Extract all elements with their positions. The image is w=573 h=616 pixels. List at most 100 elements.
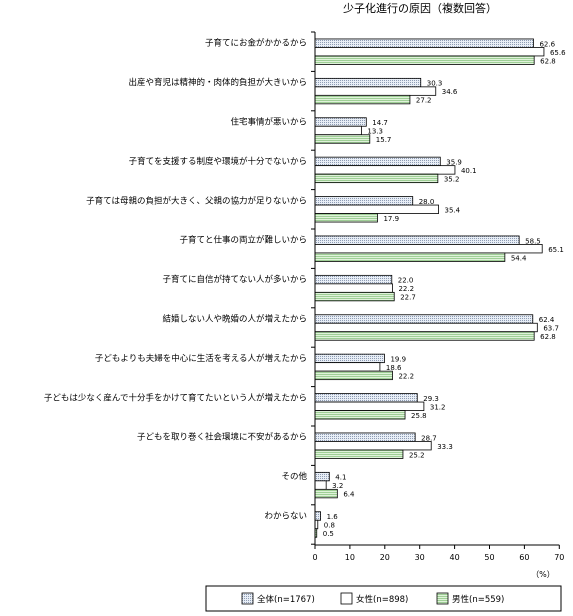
legend-label-total: 全体(n=1767) xyxy=(257,594,315,605)
category-label: 出産や育児は精神的・肉体的負担が大きいから xyxy=(128,77,307,88)
bar-female xyxy=(314,401,425,411)
value-label-male: 27.2 xyxy=(416,97,432,105)
legend-swatch-male xyxy=(436,592,449,605)
value-label-total: 19.9 xyxy=(390,355,406,363)
legend-label-female: 女性(n=898) xyxy=(356,594,408,605)
category-label: 結婚しない人や晩婚の人が増えたから xyxy=(162,314,307,325)
bar-total xyxy=(314,117,367,127)
bar-total xyxy=(314,38,534,48)
x-tick-label: 0 xyxy=(312,553,317,562)
value-label-female: 34.6 xyxy=(442,88,458,96)
value-label-female: 13.3 xyxy=(367,128,383,136)
category-label: 子育ては母親の負担が大きく、父親の協力が足りないから xyxy=(86,195,307,206)
bar-male xyxy=(314,173,439,184)
bar-total xyxy=(314,353,385,364)
bar-male xyxy=(314,410,406,420)
value-label-female: 18.6 xyxy=(386,364,402,372)
value-label-male: 6.4 xyxy=(343,491,355,499)
value-label-total: 35.9 xyxy=(446,158,462,166)
value-label-total: 29.3 xyxy=(423,395,439,403)
bar-total xyxy=(314,511,321,521)
value-label-male: 54.4 xyxy=(511,254,527,262)
bar-male xyxy=(314,94,411,105)
bar-total xyxy=(314,156,441,167)
x-tick-label: 20 xyxy=(380,553,390,562)
bar-male xyxy=(314,134,371,144)
x-tick-label: 50 xyxy=(484,553,494,562)
value-label-total: 28.7 xyxy=(421,434,437,442)
bar-total xyxy=(314,196,414,206)
value-label-male: 35.2 xyxy=(444,175,460,183)
bar-total xyxy=(314,471,330,482)
value-label-female: 3.2 xyxy=(332,482,343,490)
x-tick-label: 40 xyxy=(450,553,460,562)
value-label-total: 62.6 xyxy=(539,40,555,48)
value-label-total: 22.0 xyxy=(398,277,414,285)
value-label-female: 63.7 xyxy=(543,325,559,333)
value-label-female: 33.3 xyxy=(437,443,453,451)
value-label-female: 65.1 xyxy=(548,246,564,254)
bar-male xyxy=(314,213,378,223)
bar-male xyxy=(314,449,404,459)
bar-female xyxy=(314,283,393,293)
chart-title: 少子化進行の原因（複数回答） xyxy=(343,1,497,15)
bar-female xyxy=(314,165,456,175)
value-label-male: 62.8 xyxy=(540,333,556,341)
bar-total xyxy=(314,77,422,88)
category-label: 子どもを取り巻く社会環境に不安があるから xyxy=(137,432,307,443)
bar-male xyxy=(314,252,506,262)
category-label: 住宅事情が悪いから xyxy=(230,117,307,128)
value-label-female: 40.1 xyxy=(461,167,477,175)
value-label-total: 30.3 xyxy=(427,80,443,88)
value-label-total: 1.6 xyxy=(327,513,339,521)
value-label-female: 0.8 xyxy=(324,522,335,530)
legend: 全体(n=1767) 女性(n=898) 男性(n=559) xyxy=(205,585,562,612)
category-label: 子どもは少なく産んで十分手をかけて育てたいという人が増えたから xyxy=(44,392,307,403)
category-label: 子どもよりも夫婦を中心に生活を考える人が増えたから xyxy=(95,353,307,364)
legend-label-male: 男性(n=559) xyxy=(452,594,504,605)
bar-total xyxy=(314,432,416,442)
value-label-male: 22.7 xyxy=(400,294,416,302)
bar-male xyxy=(314,370,393,381)
value-label-male: 25.2 xyxy=(409,451,425,459)
value-label-total: 14.7 xyxy=(372,119,388,127)
bar-total xyxy=(314,274,393,285)
bar-male xyxy=(314,55,535,65)
value-label-total: 62.4 xyxy=(539,316,555,324)
value-label-female: 35.4 xyxy=(445,206,461,214)
bar-female xyxy=(314,322,538,333)
bar-female xyxy=(314,86,437,96)
value-label-male: 22.2 xyxy=(398,372,414,380)
x-tick-label: 70 xyxy=(554,553,564,562)
bar-female xyxy=(314,244,543,254)
category-label: 子育てと仕事の両立が難しいから xyxy=(179,235,307,246)
bar-female xyxy=(314,480,327,490)
x-axis-label: （%） xyxy=(531,570,555,579)
legend-frame xyxy=(205,585,562,612)
value-label-total: 58.5 xyxy=(525,237,541,245)
x-tick-label: 60 xyxy=(519,553,529,562)
value-label-total: 4.1 xyxy=(335,474,346,482)
value-label-male: 15.7 xyxy=(376,136,392,144)
bar-female xyxy=(314,362,381,372)
bar-female xyxy=(314,125,362,136)
x-tick-label: 30 xyxy=(415,553,425,562)
value-label-male: 17.9 xyxy=(383,215,399,223)
bar-female xyxy=(314,441,432,451)
category-label: 子育てに自信が持てない人が多いから xyxy=(162,274,307,285)
bar-total xyxy=(314,235,520,245)
legend-swatch-female xyxy=(340,592,353,605)
bar-female xyxy=(314,204,439,214)
value-label-female: 65.6 xyxy=(550,49,566,57)
bar-male xyxy=(314,291,395,302)
value-label-male: 62.8 xyxy=(540,57,556,65)
category-label: その他 xyxy=(281,471,307,482)
bar-male xyxy=(314,331,535,341)
value-label-male: 25.8 xyxy=(411,412,427,420)
bar-total xyxy=(314,393,418,403)
legend-swatch-total xyxy=(241,592,254,605)
category-label: 子育てを支援する制度や環境が十分でないから xyxy=(129,156,307,167)
bar-male xyxy=(314,488,338,499)
category-label: わからない xyxy=(264,512,307,522)
